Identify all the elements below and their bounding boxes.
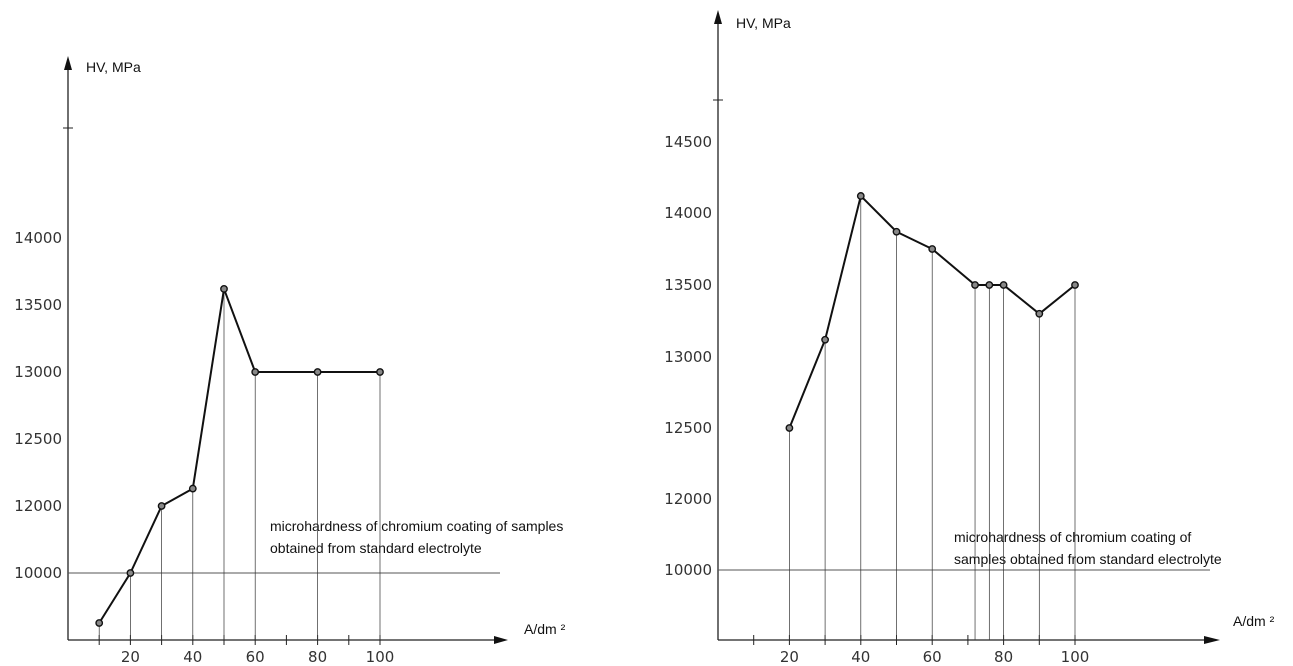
- annotation-line-1: microhardness of chromium coating of: [954, 529, 1191, 545]
- x-tick-label: 80: [994, 648, 1013, 666]
- y-axis-label: HV, MPa: [736, 15, 791, 31]
- data-point: [95, 619, 104, 627]
- y-tick-label: 14000: [14, 229, 62, 247]
- data-point: [856, 192, 865, 200]
- y-tick-label: 14500: [664, 133, 712, 151]
- x-axis-label: A/dm ²: [1233, 613, 1275, 629]
- y-tick-label: 13000: [14, 363, 62, 381]
- x-tick-label: 100: [366, 648, 395, 666]
- series-line: [788, 194, 1076, 429]
- y-tick-label: 10000: [14, 564, 62, 582]
- x-axis-arrow: [1204, 636, 1220, 644]
- chart-left: HV, MPa A/dm ² microhardness of chromium…: [14, 56, 566, 666]
- y-tick-label: 14000: [664, 204, 712, 222]
- data-point: [985, 281, 994, 289]
- data-point: [928, 245, 937, 253]
- annotation-line-1: microhardness of chromium coating of sam…: [270, 518, 563, 534]
- y-axis-label: HV, MPa: [86, 59, 141, 75]
- x-tick-label: 100: [1061, 648, 1090, 666]
- x-axis-label: A/dm ²: [524, 621, 566, 637]
- annotation-line-2: samples obtained from standard electroly…: [954, 551, 1222, 567]
- data-point: [1035, 309, 1044, 318]
- data-point: [313, 368, 322, 376]
- y-axis-arrow: [64, 56, 72, 70]
- data-point: [251, 368, 260, 376]
- x-tick-label: 60: [246, 648, 265, 666]
- data-point: [785, 424, 794, 432]
- x-tick-label: 60: [923, 648, 942, 666]
- y-tick-label: 13500: [14, 296, 62, 314]
- data-point: [220, 285, 228, 293]
- x-tick-label: 20: [780, 648, 799, 666]
- series-line: [98, 287, 380, 624]
- y-tick-label: 12500: [664, 419, 712, 437]
- y-tick-label: 13000: [664, 348, 712, 366]
- x-tick-label: 20: [121, 648, 140, 666]
- y-axis-arrow: [714, 10, 722, 24]
- x-tick-label: 40: [851, 648, 870, 666]
- x-axis-arrow: [494, 636, 508, 644]
- x-tick-label: 80: [308, 648, 327, 666]
- y-tick-label: 12000: [14, 497, 62, 515]
- data-point: [376, 368, 384, 376]
- data-point: [188, 484, 197, 493]
- data-point: [999, 281, 1008, 289]
- x-tick-label: 40: [183, 648, 202, 666]
- y-tick-label: 10000: [664, 561, 712, 579]
- y-tick-label: 12500: [14, 430, 62, 448]
- data-point: [157, 502, 166, 510]
- data-point: [971, 281, 979, 289]
- data-point: [821, 335, 829, 344]
- data-point: [1071, 281, 1079, 289]
- y-tick-label: 13500: [664, 276, 712, 294]
- annotation-line-2: obtained from standard electrolyte: [270, 540, 482, 556]
- chart-right: HV, MPa A/dm ² microhardness of chromium…: [664, 10, 1275, 666]
- data-point: [126, 569, 135, 577]
- data-point: [892, 227, 901, 236]
- y-tick-label: 12000: [664, 490, 712, 508]
